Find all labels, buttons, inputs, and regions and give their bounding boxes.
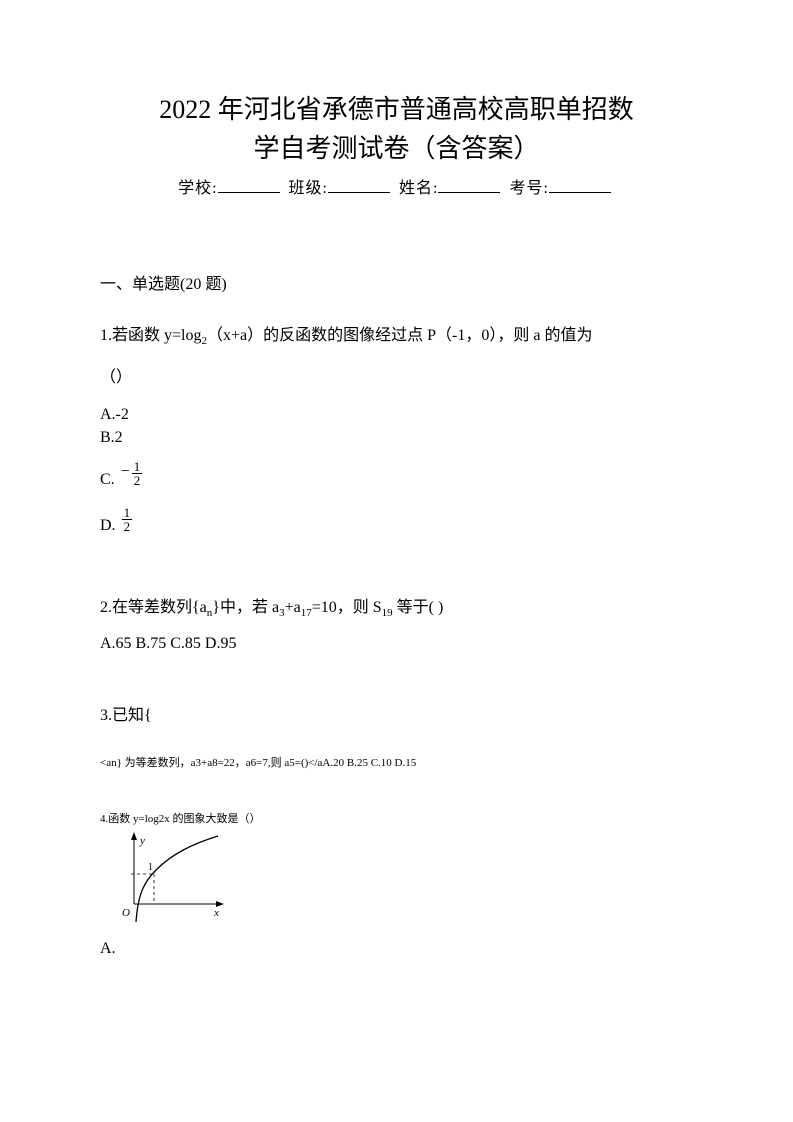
- section-1-heading: 一、单选题(20 题): [100, 270, 693, 294]
- q4-graph-a: y x O 1: [100, 832, 693, 937]
- question-2: 2.在等差数列{an}中，若 a3+a17=10，则 S19 等于( ): [100, 595, 693, 623]
- q3-line2: <an} 为等差数列，a3+a8=22，a6=7,则 a5=()</aA.20 …: [100, 754, 693, 770]
- exam-no-label: 考号:: [509, 180, 548, 197]
- q1-c-fraction: 1 2: [132, 460, 143, 487]
- q1-paren: （）: [100, 362, 693, 394]
- name-blank[interactable]: [438, 177, 500, 193]
- q1-option-b: B.2: [100, 427, 693, 449]
- q1-d-den: 2: [122, 519, 133, 533]
- q1-c-prefix: C.: [100, 471, 115, 489]
- school-label: 学校:: [178, 180, 217, 197]
- spacer-3: [100, 770, 693, 810]
- y-arrow-icon: [131, 832, 137, 840]
- class-blank[interactable]: [328, 177, 390, 193]
- q1-d-num: 1: [122, 506, 133, 519]
- question-1: 1.若函数 y=log2（x+a）的反函数的图像经过点 P（-1，0），则 a …: [100, 320, 693, 352]
- q1-d-prefix: D.: [100, 517, 116, 535]
- spacer-1: [100, 535, 693, 595]
- q2-tb: }中，若 a: [212, 599, 279, 616]
- title-line-1: 2022 年河北省承德市普通高校高职单招数: [159, 95, 634, 124]
- exam-title: 2022 年河北省承德市普通高校高职单招数 学自考测试卷（含答案）: [100, 90, 693, 168]
- exam-no-blank[interactable]: [549, 177, 611, 193]
- info-line: 学校: 班级: 姓名: 考号:: [100, 174, 693, 198]
- q1-c-sign: −: [121, 463, 130, 481]
- q1-d-fraction: 1 2: [122, 506, 133, 533]
- q1-option-a: A.-2: [100, 404, 693, 426]
- spacer-2: [100, 665, 693, 705]
- y-label: y: [139, 835, 145, 847]
- q2-options: A.65 B.75 C.85 D.95: [100, 633, 693, 655]
- q4-option-a: A.: [100, 939, 693, 958]
- q2-te: 等于( ): [393, 599, 444, 616]
- x-label: x: [213, 907, 219, 919]
- q2-tc: +a: [285, 599, 301, 616]
- q2-s19: 19: [382, 607, 393, 619]
- graph-svg: y x O 1: [100, 832, 230, 932]
- class-label: 班级:: [289, 180, 328, 197]
- name-label: 姓名:: [399, 180, 438, 197]
- q1-c-num: 1: [132, 460, 143, 473]
- q1-option-c: C. − 1 2: [100, 449, 693, 489]
- title-line-2: 学自考测试卷（含答案）: [253, 134, 539, 163]
- q1-c-den: 2: [132, 473, 143, 487]
- q1-text-b: （x+a）的反函数的图像经过点 P（-1，0），则 a 的值为: [207, 327, 592, 344]
- question-4: 4.函数 y=log2x 的图象大致是（）: [100, 810, 693, 826]
- school-blank[interactable]: [218, 177, 280, 193]
- q2-s17: 17: [301, 607, 312, 619]
- q2-ta: 2.在等差数列{a: [100, 599, 207, 616]
- q1-option-d: D. 1 2: [100, 495, 693, 535]
- q1-text-a: 1.若函数 y=log: [100, 327, 201, 344]
- question-3: 3.已知{: [100, 705, 693, 727]
- origin-label: O: [122, 907, 130, 919]
- spacer-3a: [100, 738, 693, 754]
- curve: [136, 836, 218, 922]
- tick-1-label: 1: [148, 862, 153, 873]
- q2-td: =10，则 S: [312, 599, 382, 616]
